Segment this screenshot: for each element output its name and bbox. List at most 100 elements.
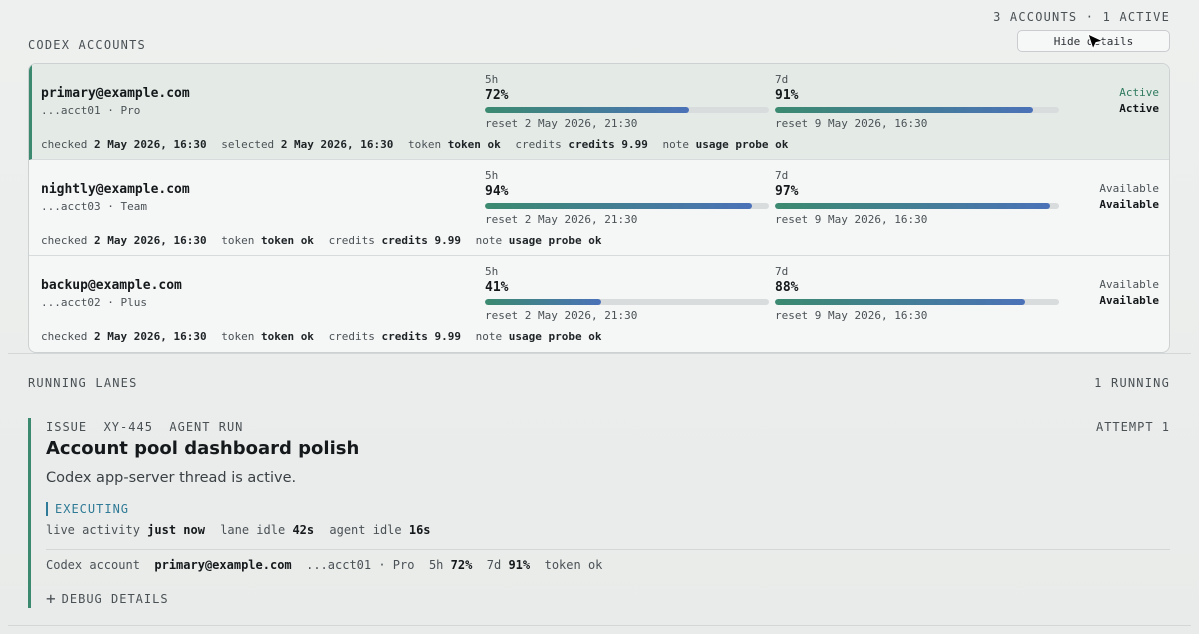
- meta-token-value: token ok: [260, 234, 314, 247]
- accounts-section-title: CODEX ACCOUNTS: [28, 38, 146, 52]
- usage-5h-bar: [485, 107, 769, 113]
- section-divider: [8, 353, 1191, 354]
- usage-5h: 5h 94% reset 2 May 2026, 21:30: [485, 169, 769, 226]
- account-status-value: Active: [1119, 102, 1159, 115]
- lane-activity: live activity just now lane idle 42s age…: [46, 523, 431, 537]
- meta-token-label: token: [221, 330, 255, 343]
- usage-7d-fill: [775, 299, 1025, 305]
- account-email: primary@example.com: [41, 86, 190, 101]
- meta-credits-label: credits: [515, 138, 562, 151]
- meta-note-label: note: [475, 330, 503, 343]
- meta-note-value: usage probe ok: [508, 234, 602, 247]
- account-status: Available Available: [1099, 278, 1159, 307]
- meta-note-label: note: [662, 138, 689, 151]
- usage-7d-label: 7d: [775, 73, 789, 86]
- account-row-backup[interactable]: backup@example.com ...acct02 · Plus 5h 4…: [29, 256, 1169, 352]
- usage-7d-reset: reset 9 May 2026, 16:30: [775, 309, 928, 322]
- lane-account: Codex account primary@example.com ...acc…: [46, 558, 602, 572]
- lane-5h-label: 5h: [428, 558, 444, 572]
- lane-card: ISSUE XY-445 AGENT RUN ATTEMPT 1 Account…: [28, 418, 1170, 608]
- usage-7d-fill: [775, 107, 1034, 113]
- account-email: backup@example.com: [41, 278, 182, 293]
- usage-7d-bar: [775, 107, 1059, 113]
- usage-7d: 7d 88% reset 9 May 2026, 16:30: [775, 265, 1059, 322]
- agent-idle-label: agent idle: [329, 523, 402, 537]
- usage-5h-label: 5h: [485, 265, 499, 278]
- usage-5h-reset: reset 2 May 2026, 21:30: [485, 213, 638, 226]
- usage-7d-reset: reset 9 May 2026, 16:30: [775, 117, 928, 130]
- lanes-header: RUNNING LANES 1 RUNNING: [28, 372, 1170, 394]
- meta-selected-label: selected: [221, 138, 275, 151]
- usage-7d-percent: 88%: [775, 280, 799, 295]
- lane-7d-value: 91%: [508, 558, 531, 572]
- meta-checked-label: checked: [41, 330, 88, 343]
- lane-state: EXECUTING: [46, 502, 129, 516]
- meta-credits-value: credits 9.99: [381, 234, 462, 247]
- usage-5h-reset: reset 2 May 2026, 21:30: [485, 309, 638, 322]
- lane-account-plan: ...acct01 · Pro: [306, 558, 415, 572]
- live-activity-value: just now: [147, 523, 205, 537]
- usage-7d-percent: 97%: [775, 184, 799, 199]
- meta-selected-value: 2 May 2026, 16:30: [280, 138, 394, 151]
- meta-token-label: token: [221, 234, 255, 247]
- account-email: nightly@example.com: [41, 182, 190, 197]
- lanes-section-title: RUNNING LANES: [28, 376, 138, 390]
- accounts-header-right: 3 ACCOUNTS · 1 ACTIVE Hide details: [993, 8, 1170, 52]
- lane-separator: [46, 549, 1170, 550]
- usage-5h: 5h 41% reset 2 May 2026, 21:30: [485, 265, 769, 322]
- account-meta: checked 2 May 2026, 16:30 token token ok…: [41, 330, 602, 343]
- lane-idle-label: lane idle: [220, 523, 286, 537]
- account-row-primary[interactable]: primary@example.com ...acct01 · Pro 5h 7…: [29, 64, 1169, 160]
- account-status-label: Available: [1099, 278, 1159, 291]
- usage-5h-label: 5h: [485, 169, 499, 182]
- accounts-list: primary@example.com ...acct01 · Pro 5h 7…: [28, 63, 1170, 353]
- account-plan: ...acct02 · Plus: [41, 296, 147, 309]
- usage-7d: 7d 97% reset 9 May 2026, 16:30: [775, 169, 1059, 226]
- meta-checked-value: 2 May 2026, 16:30: [93, 138, 207, 151]
- account-plan: ...acct01 · Pro: [41, 104, 141, 117]
- meta-token-label: token: [408, 138, 442, 151]
- account-status-label: Active: [1119, 86, 1159, 99]
- lane-description: Codex app-server thread is active.: [46, 470, 297, 486]
- account-status-value: Available: [1099, 294, 1159, 307]
- meta-credits-label: credits: [328, 234, 375, 247]
- meta-checked-value: 2 May 2026, 16:30: [93, 330, 207, 343]
- lane-account-label: Codex account: [46, 558, 140, 572]
- meta-checked-value: 2 May 2026, 16:30: [93, 234, 207, 247]
- lane-kicker: ISSUE XY-445 AGENT RUN: [46, 420, 244, 434]
- usage-5h-fill: [485, 107, 690, 113]
- usage-5h-label: 5h: [485, 73, 499, 86]
- meta-checked-label: checked: [41, 138, 88, 151]
- lane-title: Account pool dashboard polish: [46, 438, 360, 459]
- usage-5h-bar: [485, 203, 769, 209]
- usage-5h-percent: 94%: [485, 184, 509, 199]
- debug-details-label: DEBUG DETAILS: [61, 592, 169, 606]
- usage-5h-percent: 72%: [485, 88, 509, 103]
- account-status-label: Available: [1099, 182, 1159, 195]
- usage-5h-fill: [485, 203, 752, 209]
- usage-5h-percent: 41%: [485, 280, 509, 295]
- meta-note-label: note: [475, 234, 503, 247]
- usage-5h-fill: [485, 299, 602, 305]
- account-row-nightly[interactable]: nightly@example.com ...acct03 · Team 5h …: [29, 160, 1169, 256]
- debug-details-toggle[interactable]: + DEBUG DETAILS: [46, 589, 169, 608]
- meta-token-value: token ok: [447, 138, 501, 151]
- meta-note-value: usage probe ok: [695, 138, 789, 151]
- account-meta: checked 2 May 2026, 16:30 selected 2 May…: [41, 138, 788, 151]
- hide-details-button[interactable]: Hide details: [1017, 30, 1170, 52]
- meta-credits-value: credits 9.99: [568, 138, 648, 151]
- accounts-header: CODEX ACCOUNTS 3 ACCOUNTS · 1 ACTIVE Hid…: [28, 8, 1170, 60]
- lane-account-email: primary@example.com: [154, 558, 292, 572]
- lane-7d-label: 7d: [486, 558, 502, 572]
- lane-attempt: ATTEMPT 1: [1095, 420, 1170, 434]
- agent-idle-value: 16s: [408, 523, 431, 537]
- account-meta: checked 2 May 2026, 16:30 token token ok…: [41, 234, 602, 247]
- account-plan: ...acct03 · Team: [41, 200, 147, 213]
- account-status-value: Available: [1099, 198, 1159, 211]
- usage-5h: 5h 72% reset 2 May 2026, 21:30: [485, 73, 769, 130]
- account-status: Active Active: [1119, 86, 1159, 115]
- bottom-divider: [8, 625, 1191, 626]
- lanes-summary: 1 RUNNING: [1094, 376, 1170, 390]
- meta-note-value: usage probe ok: [508, 330, 602, 343]
- meta-credits-label: credits: [328, 330, 375, 343]
